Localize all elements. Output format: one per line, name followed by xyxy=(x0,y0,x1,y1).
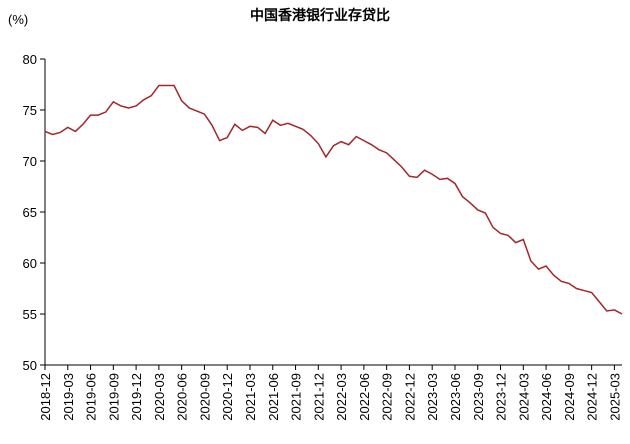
x-tick-label: 2021-12 xyxy=(311,373,326,421)
x-tick-label: 2023-09 xyxy=(471,373,486,421)
x-tick-label: 2024-06 xyxy=(539,373,554,421)
y-tick-label: 70 xyxy=(23,154,37,169)
x-tick-label: 2019-09 xyxy=(106,373,121,421)
x-tick-label: 2022-09 xyxy=(380,373,395,421)
x-tick-label: 2020-09 xyxy=(197,373,212,421)
y-axis-label: (%) xyxy=(8,12,28,27)
y-tick-label: 65 xyxy=(23,205,37,220)
x-tick-label: 2019-06 xyxy=(84,373,99,421)
y-tick-label: 80 xyxy=(23,52,37,67)
x-tick-label: 2024-09 xyxy=(562,373,577,421)
x-tick-label: 2024-03 xyxy=(516,373,531,421)
x-tick-label: 2023-12 xyxy=(494,373,509,421)
x-tick-label: 2023-03 xyxy=(425,373,440,421)
chart-title: 中国香港银行业存贷比 xyxy=(250,7,390,23)
x-tick-label: 2023-06 xyxy=(448,373,463,421)
x-tick-label: 2021-09 xyxy=(289,373,304,421)
y-tick-label: 55 xyxy=(23,307,37,322)
x-tick-label: 2020-06 xyxy=(175,373,190,421)
x-tick-label: 2021-06 xyxy=(266,373,281,421)
x-tick-label: 2022-03 xyxy=(334,373,349,421)
x-tick-label: 2019-03 xyxy=(61,373,76,421)
x-tick-label: 2022-06 xyxy=(357,373,372,421)
x-tick-label: 2024-12 xyxy=(585,373,600,421)
x-tick-label: 2018-12 xyxy=(38,373,53,421)
y-tick-label: 75 xyxy=(23,103,37,118)
x-tick-label: 2020-12 xyxy=(220,373,235,421)
x-tick-label: 2019-12 xyxy=(129,373,144,421)
data-line xyxy=(44,84,623,315)
y-tick-label: 60 xyxy=(23,256,37,271)
x-tick-label: 2022-12 xyxy=(402,373,417,421)
y-tick-label: 50 xyxy=(23,358,37,373)
x-tick-label: 2025-03 xyxy=(607,373,622,421)
x-tick-label: 2021-03 xyxy=(243,373,258,421)
x-tick-label: 2020-03 xyxy=(152,373,167,421)
